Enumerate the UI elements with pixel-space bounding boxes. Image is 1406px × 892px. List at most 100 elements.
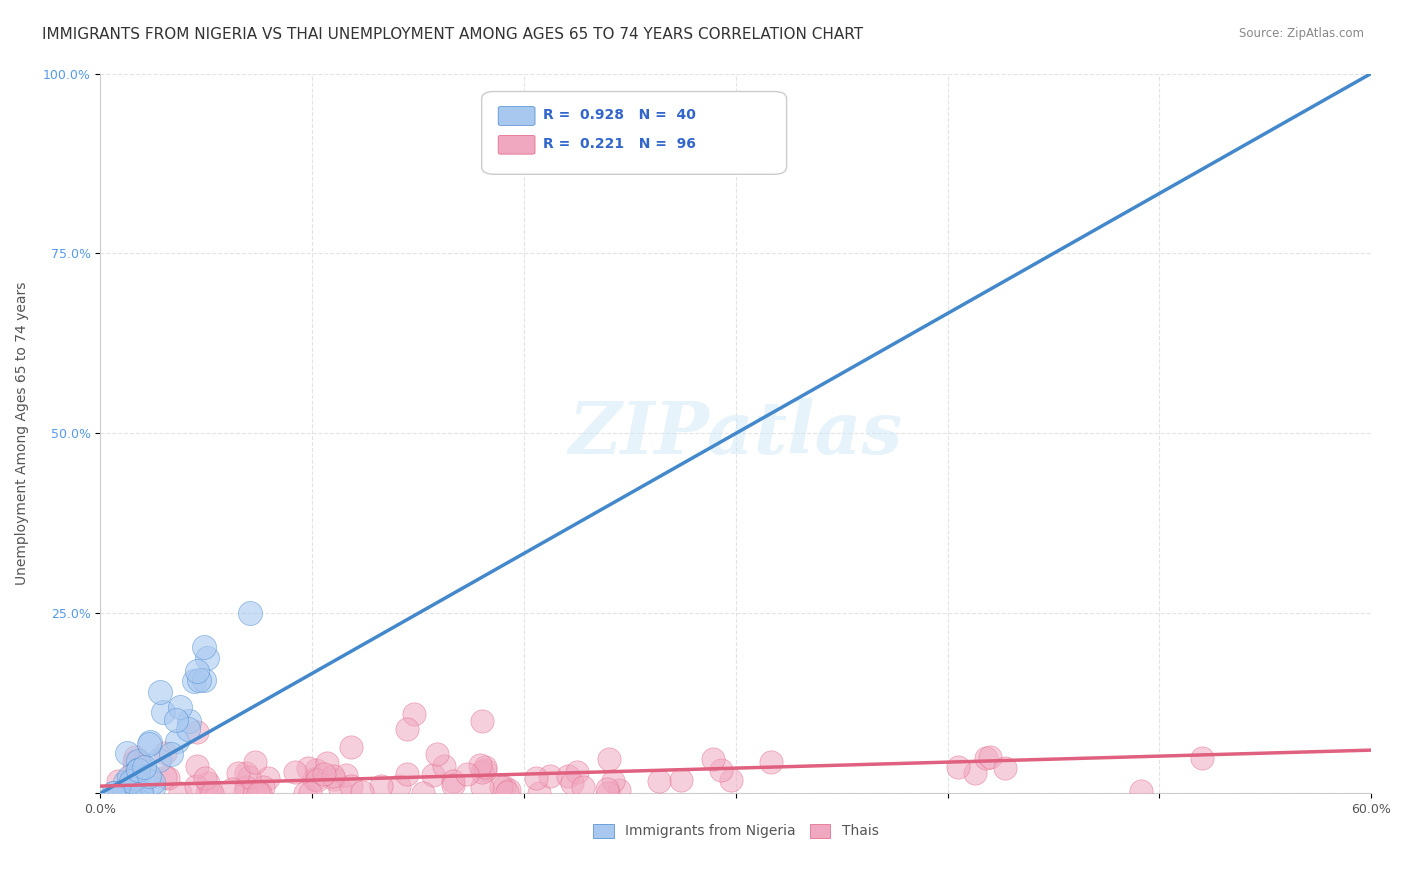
Point <box>370 779 392 793</box>
Point <box>441 778 464 792</box>
Point <box>257 771 280 785</box>
Point <box>571 780 593 795</box>
Point <box>297 761 319 775</box>
Point <box>388 779 411 793</box>
Point <box>669 773 692 788</box>
Legend: Immigrants from Nigeria, Thais: Immigrants from Nigeria, Thais <box>588 818 884 844</box>
Point <box>1191 751 1213 765</box>
Point <box>598 752 620 766</box>
Point <box>118 770 141 784</box>
Point <box>524 771 547 785</box>
Point <box>112 783 135 797</box>
Point <box>122 755 145 769</box>
Point <box>322 772 344 786</box>
Point <box>402 707 425 722</box>
Point <box>201 786 224 800</box>
Point <box>193 640 215 655</box>
Point <box>340 779 363 793</box>
Point <box>142 781 165 796</box>
Point <box>193 673 215 687</box>
Point <box>195 651 218 665</box>
Point <box>238 770 260 784</box>
Point <box>149 685 172 699</box>
Point <box>284 764 307 779</box>
Point <box>165 714 187 728</box>
Point <box>128 786 150 800</box>
Point <box>115 746 138 760</box>
Point <box>243 786 266 800</box>
Point <box>129 786 152 800</box>
Point <box>602 773 624 788</box>
Point <box>186 759 208 773</box>
Point <box>117 786 139 800</box>
Point <box>103 786 125 800</box>
Point <box>456 767 478 781</box>
FancyBboxPatch shape <box>498 136 536 154</box>
Point <box>412 786 434 800</box>
Point <box>221 782 243 797</box>
Point <box>187 673 209 687</box>
Point <box>433 759 456 773</box>
Point <box>243 755 266 769</box>
Point <box>316 756 339 771</box>
Point <box>322 769 344 783</box>
Point <box>538 769 561 783</box>
Point <box>152 706 174 720</box>
Point <box>720 772 742 787</box>
Point <box>127 763 149 777</box>
Point <box>422 768 444 782</box>
Point <box>396 766 419 780</box>
Point <box>994 761 1017 775</box>
FancyBboxPatch shape <box>482 92 786 174</box>
Point <box>329 781 352 796</box>
Point <box>107 774 129 789</box>
Point <box>197 776 219 790</box>
Point <box>166 733 188 747</box>
Point <box>233 786 256 800</box>
Point <box>252 780 274 795</box>
Point <box>565 765 588 780</box>
Point <box>226 765 249 780</box>
Point <box>138 769 160 783</box>
Point <box>112 784 135 798</box>
Point <box>471 714 494 729</box>
Point <box>101 786 124 800</box>
Point <box>247 786 270 800</box>
Point <box>110 786 132 800</box>
Point <box>120 773 142 788</box>
Point <box>128 756 150 770</box>
Point <box>200 786 222 800</box>
Point <box>759 755 782 769</box>
Text: IMMIGRANTS FROM NIGERIA VS THAI UNEMPLOYMENT AMONG AGES 65 TO 74 YEARS CORRELATI: IMMIGRANTS FROM NIGERIA VS THAI UNEMPLOY… <box>42 27 863 42</box>
Text: ZIPatlas: ZIPatlas <box>568 398 903 469</box>
Point <box>426 747 449 762</box>
Point <box>339 740 361 755</box>
Point <box>157 771 180 785</box>
Point <box>1130 784 1153 798</box>
Point <box>131 786 153 800</box>
Point <box>121 768 143 782</box>
Point <box>702 752 724 766</box>
Point <box>312 766 335 780</box>
Point <box>124 749 146 764</box>
Point <box>495 784 517 798</box>
Point <box>169 786 191 800</box>
Point <box>494 780 516 794</box>
Point <box>142 775 165 789</box>
Text: R =  0.928   N =  40: R = 0.928 N = 40 <box>543 108 696 122</box>
Point <box>557 769 579 783</box>
Point <box>239 606 262 620</box>
Point <box>153 770 176 784</box>
Text: Source: ZipAtlas.com: Source: ZipAtlas.com <box>1239 27 1364 40</box>
Point <box>186 779 208 793</box>
Point <box>350 785 373 799</box>
Point <box>299 786 322 800</box>
Point <box>183 674 205 689</box>
Point <box>194 771 217 785</box>
Point <box>474 760 496 774</box>
Point <box>471 780 494 794</box>
FancyBboxPatch shape <box>498 107 536 126</box>
Point <box>127 768 149 782</box>
Point <box>159 747 181 761</box>
Text: R =  0.221   N =  96: R = 0.221 N = 96 <box>543 137 696 151</box>
